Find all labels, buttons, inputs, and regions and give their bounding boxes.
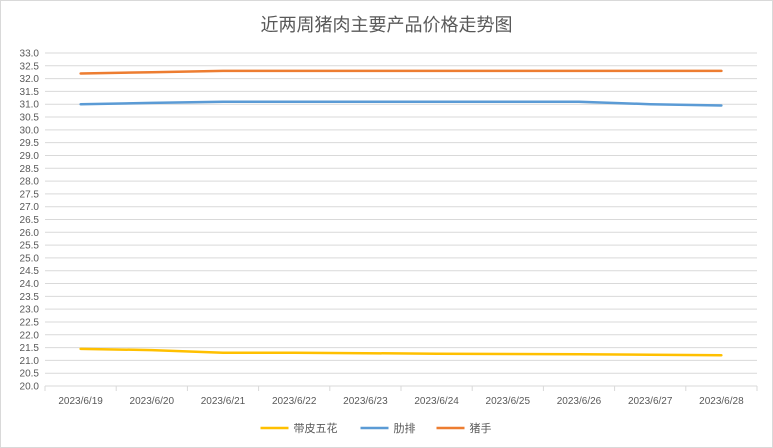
y-tick-label: 20.5	[20, 369, 40, 380]
x-tick-label: 2023/6/27	[628, 396, 673, 407]
y-tick-label: 30.0	[20, 125, 40, 136]
y-tick-label: 26.0	[20, 228, 40, 239]
y-tick-label: 27.5	[20, 189, 40, 200]
y-tick-label: 24.5	[20, 266, 40, 277]
y-tick-label: 31.0	[20, 100, 40, 111]
x-tick-label: 2023/6/23	[343, 396, 388, 407]
series-line	[79, 69, 723, 75]
x-axis: 2023/6/19 2023/6/20 2023/6/21 2023/6/22 2023…	[44, 386, 758, 407]
y-tick-label: 25.5	[20, 241, 40, 252]
legend: 带皮五花 肋排 猪手	[260, 421, 492, 435]
legend-label: 带皮五花	[294, 422, 338, 435]
x-tick-label: 2023/6/24	[414, 396, 459, 407]
y-tick-label: 32.5	[20, 61, 40, 72]
x-tick-label: 2023/6/20	[130, 396, 175, 407]
y-tick-label: 21.0	[20, 356, 40, 367]
x-tick-label: 2023/6/21	[201, 396, 246, 407]
x-tick-label: 2023/6/19	[58, 396, 103, 407]
y-tick-label: 27.0	[20, 202, 40, 213]
x-tick-label: 2023/6/25	[486, 396, 531, 407]
y-tick-label: 23.5	[20, 292, 40, 303]
y-tick-label: 22.0	[20, 330, 40, 341]
y-tick-label: 29.0	[20, 151, 40, 162]
y-tick-label: 29.5	[20, 138, 40, 149]
y-tick-label: 28.5	[20, 164, 40, 175]
x-tick-label: 2023/6/22	[272, 396, 317, 407]
y-tick-label: 33.0	[20, 49, 40, 60]
y-tick-label: 30.5	[20, 113, 40, 124]
y-tick-label: 32.0	[20, 74, 40, 85]
y-tick-label: 31.5	[20, 87, 40, 98]
y-tick-label: 23.0	[20, 305, 40, 316]
y-tick-label: 20.0	[20, 382, 40, 393]
x-tick-label: 2023/6/26	[557, 396, 602, 407]
series-line	[79, 100, 723, 107]
y-tick-label: 21.5	[20, 343, 40, 354]
y-tick-label: 22.5	[20, 317, 40, 328]
y-tick-label: 25.0	[20, 253, 40, 264]
series-lines	[79, 69, 723, 357]
x-tick-label: 2023/6/28	[699, 396, 744, 407]
series-line	[79, 347, 723, 357]
y-tick-label: 24.0	[20, 279, 40, 290]
legend-label: 肋排	[394, 421, 416, 435]
y-axis: 20.0 20.5 21.0 21.5 22.0 22.523.0 23.5 24.0 24.5…	[20, 49, 40, 393]
chart-title: 近两周猪肉主要产品价格走势图	[260, 15, 513, 36]
y-tick-label: 28.0	[20, 177, 40, 188]
legend-label: 猪手	[470, 421, 492, 435]
y-tick-label: 26.5	[20, 215, 40, 226]
